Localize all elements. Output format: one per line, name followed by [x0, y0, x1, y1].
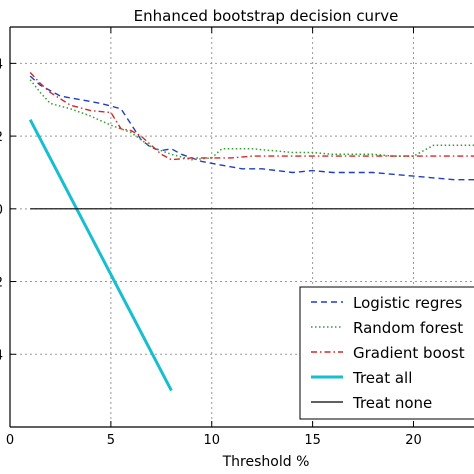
tick-layer: 0 5 10 15 20 .4 .2 0 .2 .4 — [0, 27, 422, 448]
series-line-gradient-boost — [29, 72, 474, 161]
legend-label: Gradient boost — [353, 344, 465, 362]
chart-title: Enhanced bootstrap decision curve — [134, 7, 399, 25]
y-tick-label: .4 — [0, 348, 3, 363]
x-tick-label: 15 — [304, 433, 321, 448]
series-layer — [28, 72, 474, 392]
series-line-random-forest — [29, 79, 474, 161]
series-line-logistic-regres — [29, 75, 474, 181]
y-tick-label: .4 — [0, 57, 3, 72]
legend-label: Random forest — [353, 319, 463, 337]
x-tick-label: 0 — [6, 433, 14, 448]
legend-label: Logistic regres — [353, 294, 462, 312]
x-tick-label: 20 — [405, 433, 422, 448]
x-tick-label: 5 — [107, 433, 115, 448]
series-line-treat-all — [28, 119, 173, 392]
y-tick-label: 0 — [0, 203, 3, 218]
y-tick-label: .2 — [0, 276, 3, 291]
legend-label: Treat all — [352, 369, 412, 387]
legend: Logistic regres Random forest Gradient boo… — [299, 286, 474, 420]
legend-box — [299, 286, 474, 420]
x-axis-label: Threshold % — [222, 454, 310, 470]
x-tick-label: 10 — [203, 433, 220, 448]
y-tick-label: .2 — [0, 130, 3, 145]
legend-label: Treat none — [352, 394, 432, 412]
